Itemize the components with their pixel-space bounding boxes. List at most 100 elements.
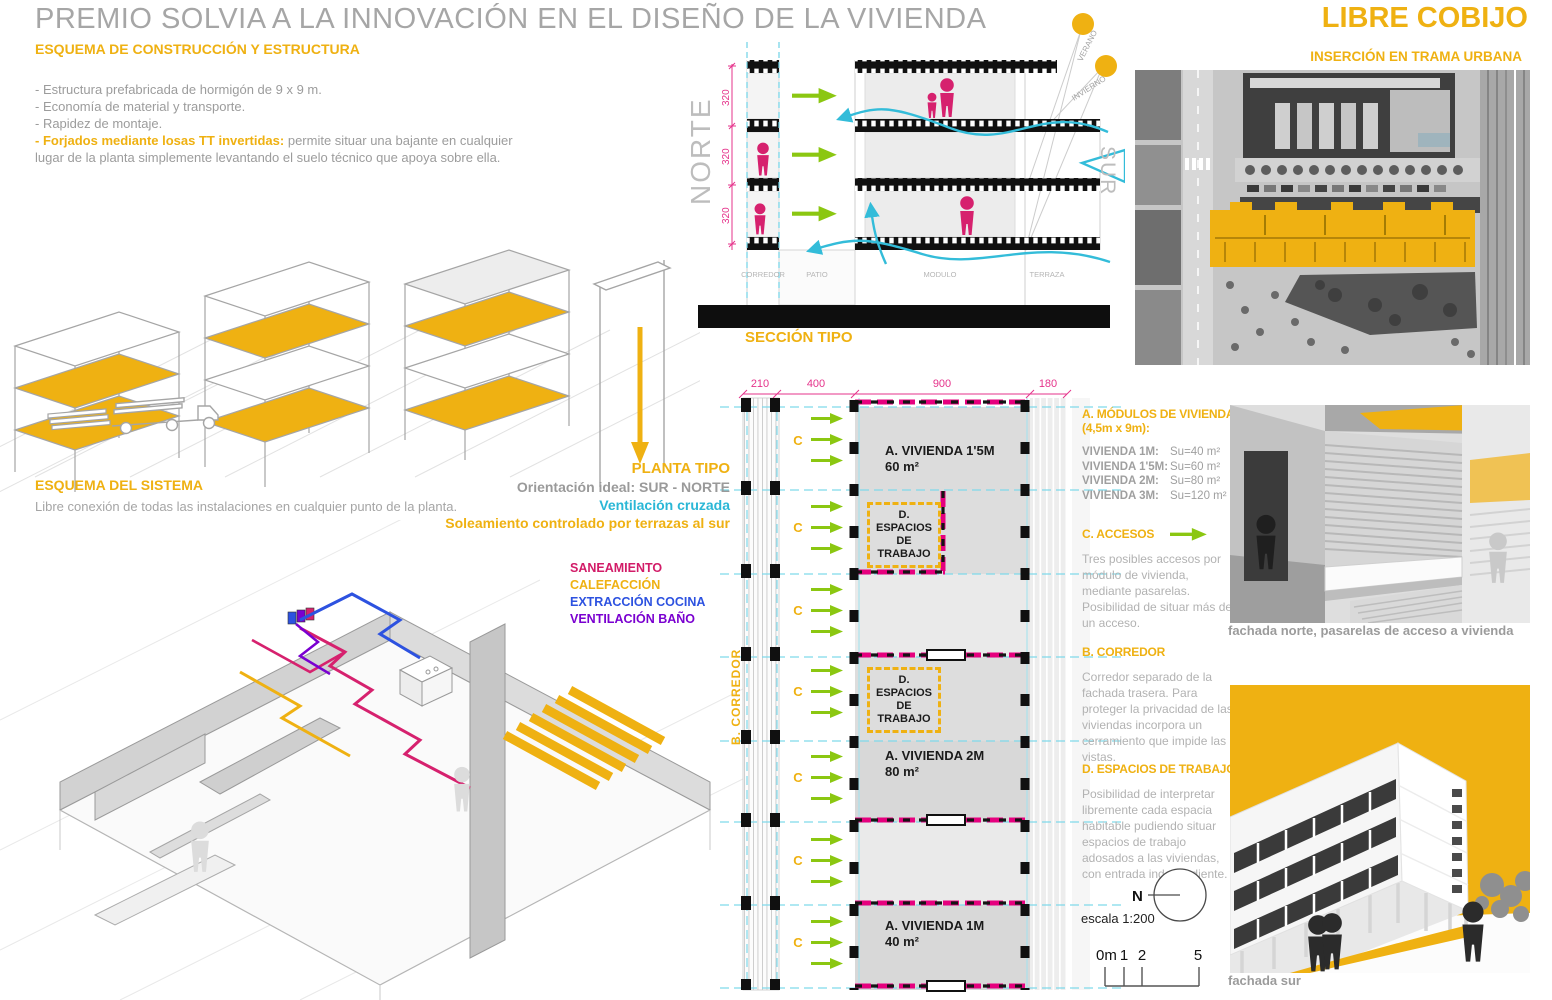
system-heading: ESQUEMA DEL SISTEMA bbox=[35, 477, 204, 493]
partition-wall-2 bbox=[94, 733, 206, 821]
unit-area: 60 m² bbox=[885, 459, 919, 474]
yellow-glow-band bbox=[1470, 453, 1530, 503]
crane-frame bbox=[592, 260, 672, 487]
structure-axonometric-drawing bbox=[0, 249, 700, 492]
plan-dimensions: 210 400 900 180 bbox=[738, 378, 1072, 399]
corridor-label: B. CORREDOR bbox=[729, 649, 743, 745]
prefab-building-2 bbox=[203, 261, 371, 487]
tree-row bbox=[1245, 165, 1463, 175]
prefab-building-3 bbox=[403, 249, 571, 460]
pink-walls bbox=[855, 399, 1030, 992]
dimension-label: 400 bbox=[807, 378, 825, 390]
access-label: C bbox=[793, 935, 803, 950]
zone-label: CORREDOR bbox=[741, 270, 785, 279]
air-flow-paths bbox=[806, 107, 1125, 265]
axis-dashed-lines bbox=[746, 42, 780, 302]
access-label: C bbox=[793, 770, 803, 785]
north-block bbox=[1243, 73, 1455, 158]
right-face-floor-lines bbox=[1397, 784, 1469, 886]
scale-tick-label: 2 bbox=[1138, 947, 1146, 964]
dimension-label: 320 bbox=[721, 89, 732, 106]
ground-bar bbox=[698, 305, 1110, 328]
table-row: VIVIENDA 3M: Su=120 m² bbox=[1082, 489, 1236, 504]
cross-ventilation-arrows bbox=[792, 88, 837, 222]
project-footprint bbox=[1210, 202, 1475, 267]
stairs bbox=[1350, 585, 1463, 623]
legend-item-extraccion: EXTRACCIÓN COCINA bbox=[570, 595, 706, 609]
zone-label: MODULO bbox=[924, 270, 957, 279]
legend-item-ventilacion: VENTILACIÓN BAÑO bbox=[570, 612, 695, 626]
bullet-highlight-line: - Forjados mediante losas TT invertidas:… bbox=[35, 132, 575, 149]
unit-name: A. VIVIENDA 2M bbox=[885, 748, 985, 763]
unit-label-vivienda-2m: A. VIVIENDA 2M 80 m² bbox=[885, 748, 984, 780]
parked-cars bbox=[1247, 185, 1446, 192]
table-row: VIVIENDA 2M: Su=80 m² bbox=[1082, 474, 1236, 489]
urban-heading: INSERCIÓN EN TRAMA URBANA bbox=[1310, 49, 1522, 64]
workspace-box: D. ESPACIOS DE TRABAJO bbox=[867, 502, 941, 568]
door-openings bbox=[926, 649, 966, 992]
center-column bbox=[469, 623, 506, 959]
installations-legend: SANEAMIENTO CALEFACCIÓN EXTRACCIÓN COCIN… bbox=[570, 560, 705, 628]
slab-stack bbox=[47, 408, 111, 431]
railway bbox=[1480, 70, 1530, 365]
section-diagram: VERANO INVIERNO bbox=[685, 13, 1125, 328]
planta-title: PLANTA TIPO bbox=[631, 460, 730, 477]
balcony-edge bbox=[93, 854, 237, 926]
unit-area: 40 m² bbox=[885, 934, 919, 949]
dimension-label: 320 bbox=[721, 207, 732, 224]
access-label: C bbox=[793, 853, 803, 868]
compass-north-label: N bbox=[1132, 888, 1143, 905]
trees bbox=[1475, 871, 1530, 922]
corredor-text: Corredor separado de la fachada trasera.… bbox=[1082, 670, 1233, 764]
row-label: VIVIENDA 2M: bbox=[1082, 475, 1159, 487]
bullet: - Rapidez de montaje. bbox=[35, 116, 163, 131]
kitchen-box bbox=[398, 655, 454, 707]
system-subtitle: Libre conexión de todas las instalacione… bbox=[35, 499, 458, 514]
section-caption: SECCIÓN TIPO bbox=[745, 329, 853, 346]
row-value: Su=40 m² bbox=[1170, 446, 1221, 458]
scale-tick-label: 1 bbox=[1120, 947, 1128, 964]
access-label: C bbox=[793, 684, 803, 699]
saneamiento-pipe-branch bbox=[251, 638, 346, 674]
project-name: LIBRE COBIJO bbox=[1321, 2, 1528, 34]
dimension-label: 210 bbox=[751, 378, 769, 390]
north-label: NORTE bbox=[685, 98, 716, 206]
compass: N bbox=[1132, 868, 1207, 922]
extraccion-pipe bbox=[299, 592, 421, 660]
tt-slab-strips bbox=[502, 686, 666, 790]
row-value: Su=120 m² bbox=[1170, 489, 1227, 502]
row-value: Su=80 m² bbox=[1170, 475, 1221, 487]
table-row: VIVIENDA 1M: Su=40 m² bbox=[1082, 445, 1236, 460]
unit-area: 80 m² bbox=[885, 764, 919, 779]
south-label: SUR bbox=[1096, 146, 1119, 196]
zone-label: PATIO bbox=[806, 270, 828, 279]
planta-sun: Soleamiento controlado por terrazas al s… bbox=[445, 515, 730, 531]
row-value: Su=60 m² bbox=[1170, 460, 1221, 473]
building-shadow bbox=[1230, 881, 1468, 973]
partition-wall-1 bbox=[198, 717, 342, 795]
calefaccion-pipe bbox=[239, 670, 351, 758]
yellow-ceiling-panel bbox=[1360, 405, 1492, 431]
row-label: VIVIENDA 3M: bbox=[1082, 489, 1159, 502]
dimension-label: 320 bbox=[721, 148, 732, 165]
south-facade-render bbox=[1230, 685, 1530, 973]
sun-ray-lines bbox=[1024, 29, 1103, 253]
planta-orientation: Orientación ideal: SUR - NORTE bbox=[516, 479, 730, 495]
row-label: VIVIENDA 1'5M: bbox=[1082, 460, 1169, 473]
scale-bar: 0m 1 2 5 bbox=[1096, 947, 1202, 987]
access-label: C bbox=[793, 520, 803, 535]
systems-cutaway-drawing bbox=[0, 520, 745, 1000]
sun-icon bbox=[1095, 55, 1117, 77]
unit-name: A. VIVIENDA 1M bbox=[885, 918, 985, 933]
walkway-shadow bbox=[1325, 577, 1462, 601]
sun-icon bbox=[1072, 13, 1094, 35]
right-face-vents bbox=[1452, 789, 1462, 893]
espacios-heading: D. ESPACIOS DE TRABAJO bbox=[1082, 762, 1236, 776]
accesos-heading: C. ACCESOS bbox=[1082, 527, 1155, 541]
north-facade-caption: fachada norte, pasarelas de acceso a viv… bbox=[1228, 623, 1514, 638]
legend-item-saneamiento: SANEAMIENTO bbox=[570, 561, 663, 575]
bullet: - Economía de material y transporte. bbox=[35, 99, 246, 114]
ventilacion-pipe bbox=[295, 623, 331, 676]
window-bands bbox=[1234, 779, 1398, 949]
scale-tick-label: 5 bbox=[1194, 947, 1202, 964]
